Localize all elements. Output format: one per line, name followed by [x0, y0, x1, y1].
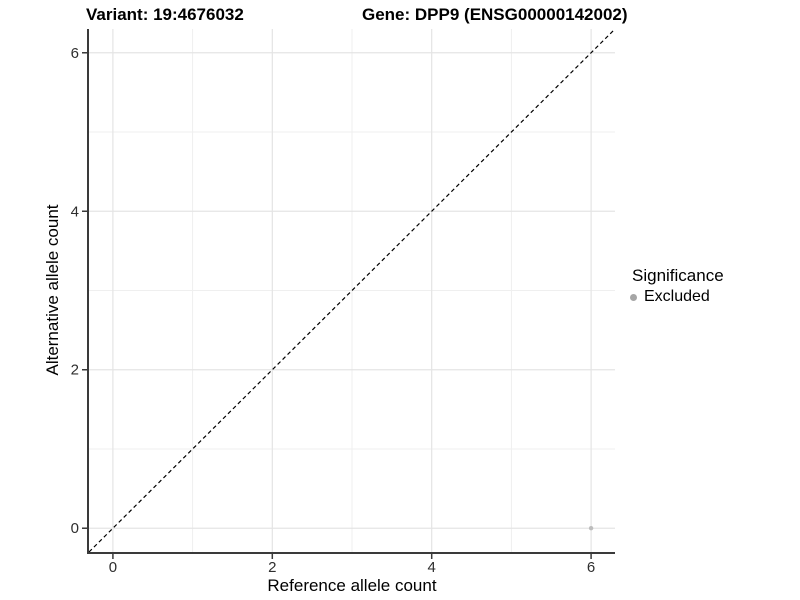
- plot-title-variant: Variant: 19:4676032: [86, 5, 244, 24]
- y-axis-title: Alternative allele count: [43, 204, 62, 376]
- plot-title-gene: Gene: DPP9 (ENSG00000142002): [362, 5, 628, 24]
- x-tick-label: 4: [428, 559, 436, 576]
- identity-dashed-line: [88, 28, 616, 553]
- legend-item: Excluded: [630, 288, 724, 306]
- legend: Significance Excluded: [630, 266, 724, 306]
- x-axis-title: Reference allele count: [267, 576, 437, 595]
- x-tick-label: 0: [109, 559, 117, 576]
- x-tick-label: 2: [268, 559, 276, 576]
- x-tick-label: 6: [587, 559, 595, 576]
- legend-item-label: Excluded: [644, 288, 710, 305]
- legend-title: Significance: [632, 266, 724, 285]
- data-point: [588, 526, 594, 531]
- legend-items: Excluded: [630, 288, 724, 306]
- y-tick-label: 4: [71, 203, 79, 220]
- y-tick-label: 0: [71, 520, 79, 537]
- legend-marker-circle-icon: [630, 293, 637, 301]
- y-tick-label: 2: [71, 362, 79, 379]
- y-tick-label: 6: [71, 45, 79, 62]
